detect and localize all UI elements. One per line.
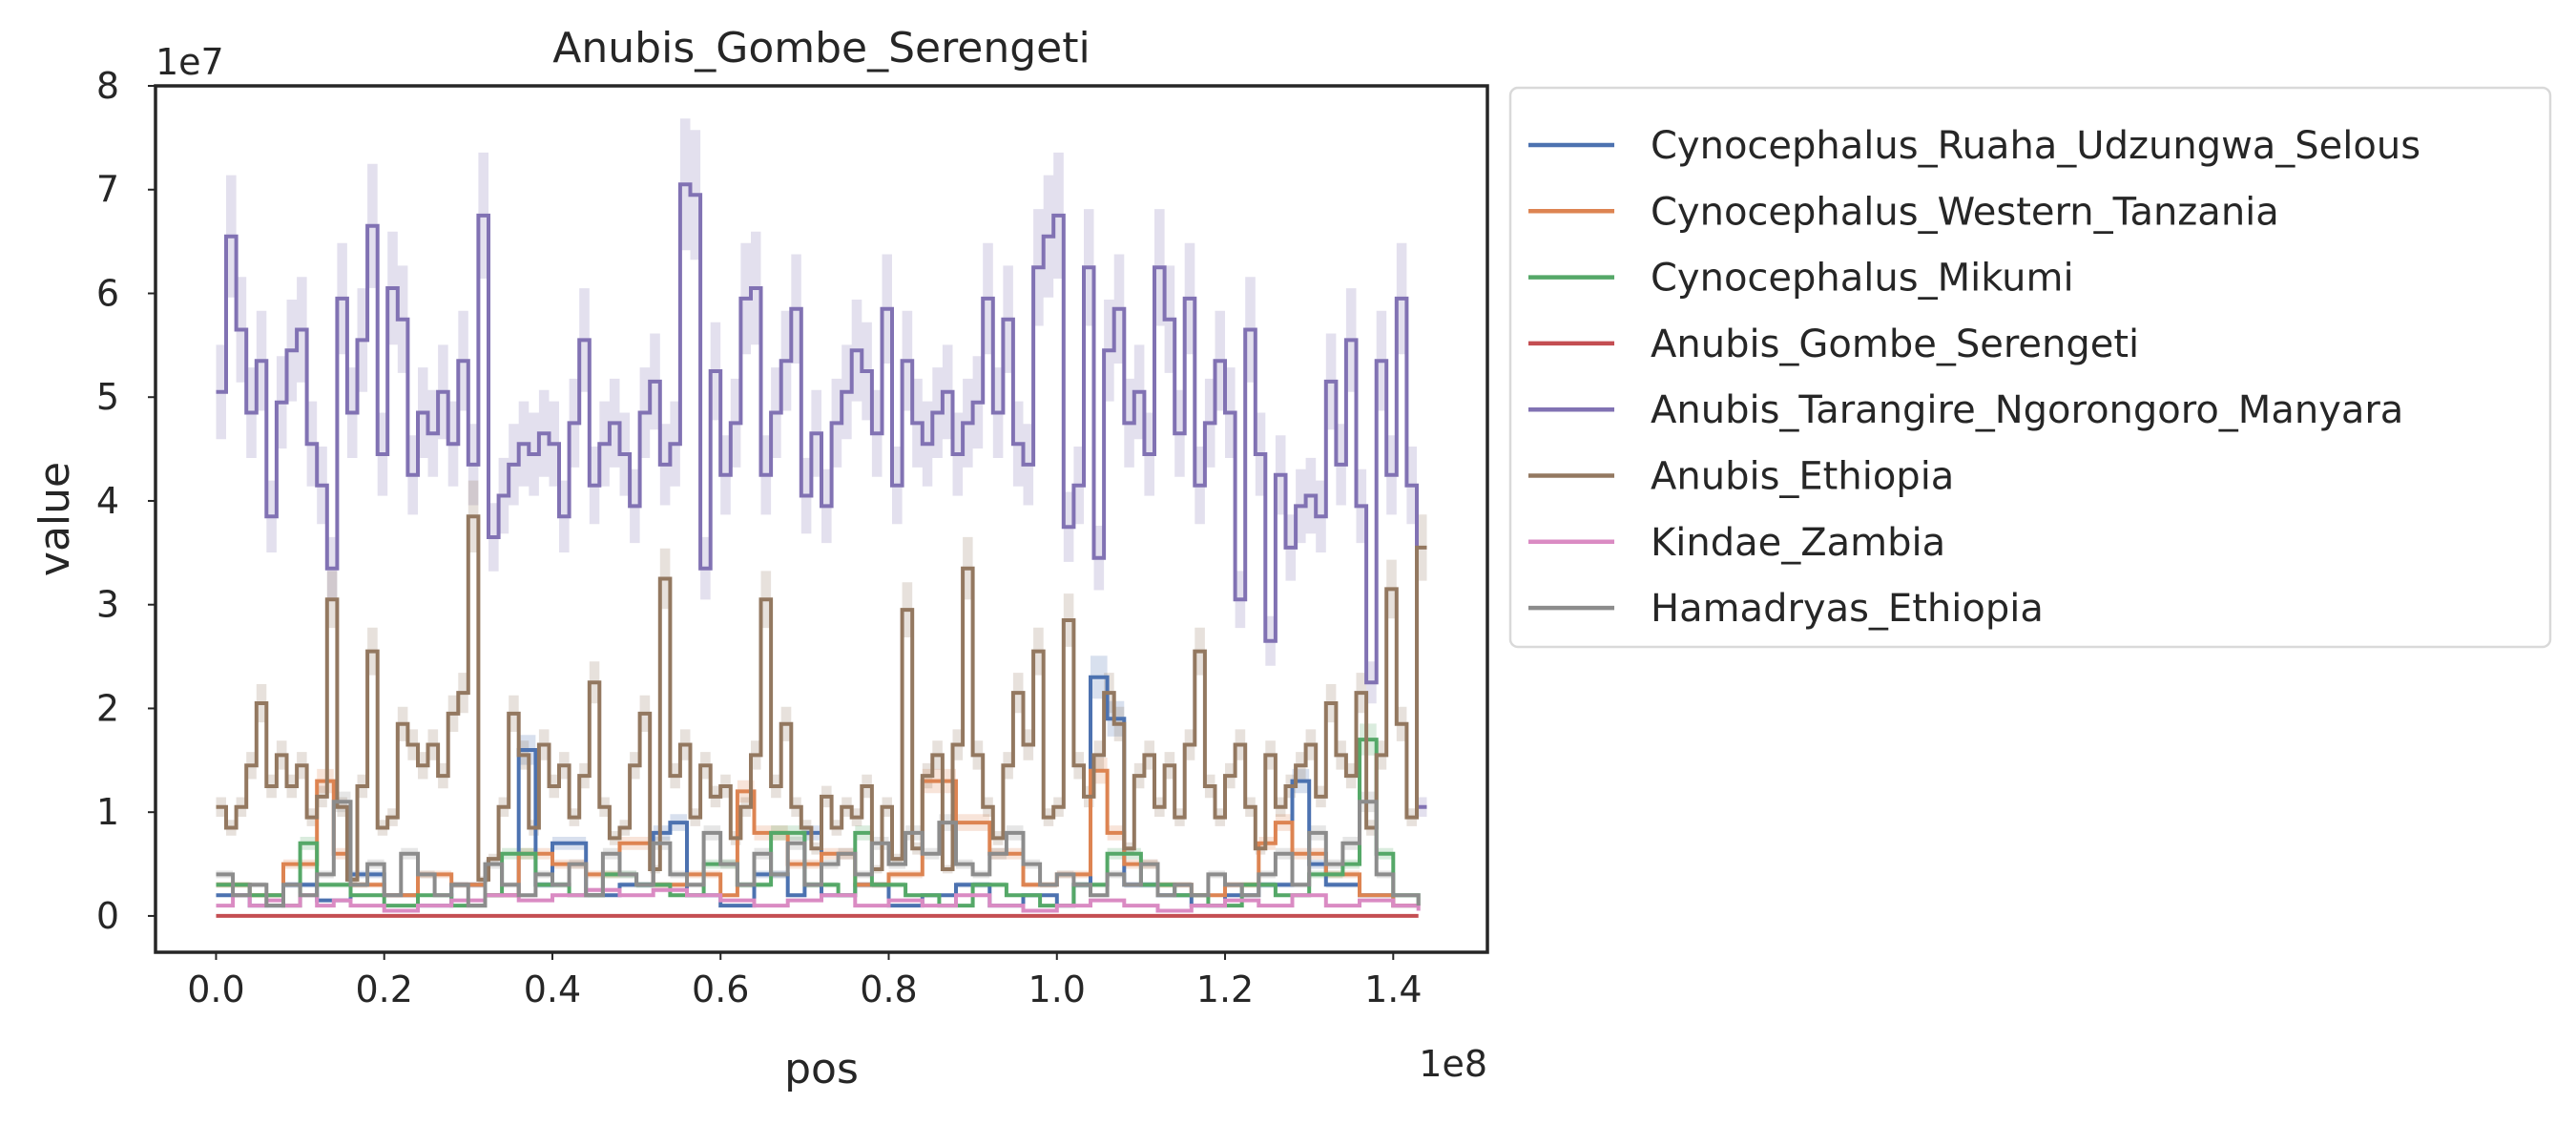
series-line-hamadryas-ethiopia xyxy=(216,800,1421,908)
y-tick-label: 8 xyxy=(96,65,119,107)
legend: Cynocephalus_Ruaha_Udzungwa_Selous Cynoce… xyxy=(1508,86,2552,649)
x-tick-label: 1.2 xyxy=(1196,968,1254,1010)
plot-frame xyxy=(154,84,1489,954)
y-tick-label: 2 xyxy=(96,687,119,729)
x-axis: 0.0 0.2 0.4 0.6 0.8 1.0 1.2 1.4 xyxy=(187,952,1423,1010)
legend-label-anubis-tarangire-ngorongoro-manyara: Anubis_Tarangire_Ngorongoro_Manyara xyxy=(1651,388,2403,432)
legend-label-anubis-gombe-serengeti: Anubis_Gombe_Serengeti xyxy=(1651,323,2139,366)
y-tick-label: 6 xyxy=(96,272,119,314)
series-line-kindae-zambia xyxy=(216,887,1421,913)
band-hamadryas-ethiopia xyxy=(216,791,1419,907)
legend-label-cynocephalus-mikumi: Cynocephalus_Mikumi xyxy=(1651,257,2074,301)
y-tick-label: 4 xyxy=(96,480,119,522)
y-axis-label: value xyxy=(31,462,79,576)
y-tick-label: 1 xyxy=(96,791,119,833)
legend-label-hamadryas-ethiopia: Hamadryas_Ethiopia xyxy=(1651,587,2044,631)
x-tick-label: 0.8 xyxy=(860,968,917,1010)
series-lines xyxy=(216,182,1427,918)
y-tick-label: 3 xyxy=(96,584,119,626)
x-tick-label: 0.6 xyxy=(692,968,749,1010)
legend-frame xyxy=(1508,86,2552,649)
y-tick-label: 7 xyxy=(96,169,119,211)
x-offset-text: 1e8 xyxy=(1419,1043,1487,1085)
legend-label-anubis-ethiopia: Anubis_Ethiopia xyxy=(1651,455,1954,499)
x-tick-label: 0.2 xyxy=(355,968,412,1010)
x-tick-label: 1.4 xyxy=(1364,968,1422,1010)
x-tick-label: 0.4 xyxy=(524,968,581,1010)
y-tick-label: 5 xyxy=(96,376,119,418)
x-tick-label: 0.0 xyxy=(187,968,244,1010)
series-line-anubis-tarangire-ngorongoro-manyara xyxy=(216,182,1427,809)
legend-label-kindae-zambia: Kindae_Zambia xyxy=(1651,521,1945,565)
legend-label-cynocephalus-western-tanzania: Cynocephalus_Western_Tanzania xyxy=(1651,190,2279,234)
x-tick-label: 1.0 xyxy=(1028,968,1086,1010)
series-line-anubis-ethiopia xyxy=(216,514,1427,882)
y-axis: 0 1 2 3 4 5 6 7 8 xyxy=(96,65,156,937)
x-axis-label: pos xyxy=(784,1045,859,1093)
y-offset-text: 1e7 xyxy=(156,41,224,83)
chart-title: Anubis_Gombe_Serengeti xyxy=(552,24,1090,73)
y-tick-label: 0 xyxy=(96,895,119,937)
legend-label-cynocephalus-ruaha-udzungwa-selous: Cynocephalus_Ruaha_Udzungwa_Selous xyxy=(1651,124,2420,168)
